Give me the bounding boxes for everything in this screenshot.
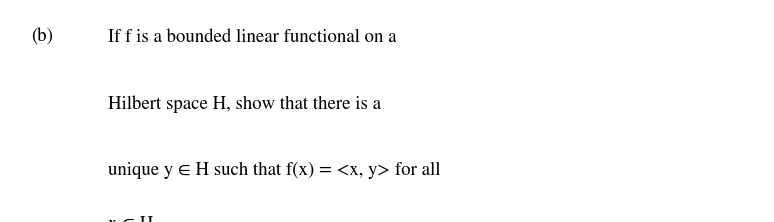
Text: If f is a bounded linear functional on a: If f is a bounded linear functional on a xyxy=(108,29,397,46)
Text: x ∈ H.: x ∈ H. xyxy=(108,215,158,222)
Text: Hilbert space H, show that there is a: Hilbert space H, show that there is a xyxy=(108,95,382,113)
Text: (b): (b) xyxy=(31,29,53,46)
Text: unique y ∈ H such that f(x) = <x, y> for all: unique y ∈ H such that f(x) = <x, y> for… xyxy=(108,162,441,179)
